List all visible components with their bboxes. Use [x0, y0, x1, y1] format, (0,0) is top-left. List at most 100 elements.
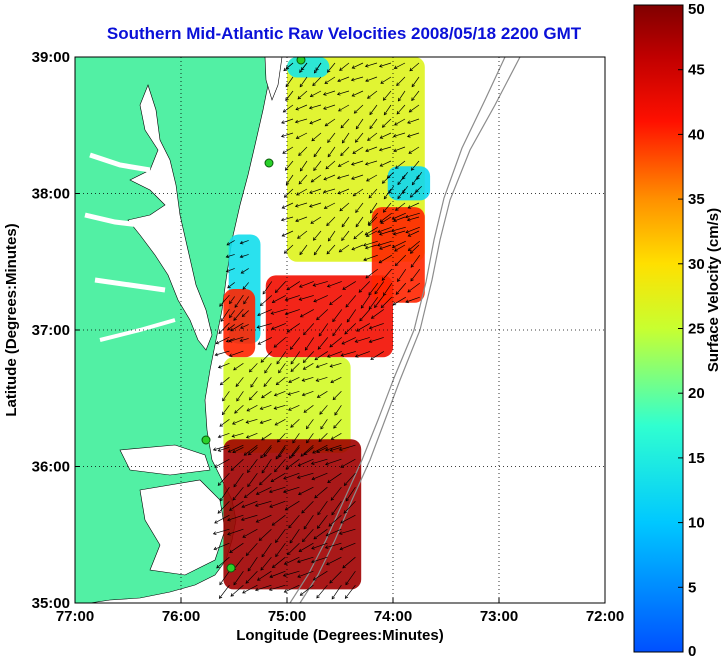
velocity-arrow [218, 362, 230, 368]
velocity-arrow [220, 308, 230, 322]
velocity-arrowhead [316, 394, 321, 398]
velocity-arrow [260, 404, 272, 410]
velocity-arrowhead [318, 332, 323, 337]
velocity-arrowhead [323, 205, 328, 210]
velocity-arrowhead [340, 353, 345, 357]
velocity-arrow [272, 295, 286, 303]
velocity-arrow [352, 146, 364, 154]
velocity-arrow [342, 132, 350, 144]
velocity-arrowhead [346, 318, 351, 323]
velocity-arrowhead [378, 147, 383, 152]
velocity-arrow [290, 351, 301, 365]
velocity-arrowhead [314, 494, 318, 499]
velocity-arrowhead [325, 461, 329, 466]
velocity-arrow [396, 76, 406, 86]
velocity-arrow [274, 418, 286, 426]
velocity-arrow [298, 146, 308, 156]
velocity-arrow [282, 146, 294, 154]
velocity-arrowhead [283, 561, 288, 565]
velocity-arrow [360, 295, 371, 309]
velocity-arrowhead [322, 92, 327, 96]
velocity-arrowhead [311, 476, 316, 481]
velocity-arrowhead [339, 67, 343, 71]
velocity-arrowhead [353, 235, 357, 240]
velocity-arrowhead [406, 217, 411, 222]
velocity-arrow [380, 132, 392, 139]
velocity-arrowhead [225, 268, 230, 273]
velocity-arrowhead [354, 339, 359, 343]
velocity-arrow [405, 296, 420, 303]
velocity-arrow [242, 584, 258, 594]
velocity-arrowhead [260, 454, 264, 459]
velocity-arrowhead [369, 209, 374, 214]
velocity-arrow [219, 570, 230, 585]
colorbar-tick-label: 0 [688, 643, 696, 659]
velocity-arrowhead [262, 290, 266, 295]
velocity-arrow [353, 188, 364, 197]
velocity-arrow [230, 322, 244, 332]
radar-site-marker [201, 435, 211, 445]
velocity-arrow [326, 556, 342, 565]
velocity-arrow [304, 337, 315, 351]
velocity-arrowhead [329, 364, 334, 368]
velocity-arrow [377, 226, 392, 233]
velocity-arrow [374, 295, 385, 308]
velocity-arrowhead [320, 425, 324, 430]
velocity-arrow [285, 62, 294, 70]
velocity-arrowhead [283, 250, 288, 254]
velocity-arrowhead [255, 519, 260, 523]
velocity-arrow [355, 132, 364, 143]
velocity-arrow [263, 377, 272, 387]
velocity-arrowhead [288, 524, 292, 529]
velocity-arrow [218, 322, 230, 334]
velocity-arrow [309, 188, 322, 194]
velocity-arrow [248, 447, 258, 456]
velocity-arrowhead [216, 564, 220, 569]
velocity-arrow [269, 584, 286, 591]
velocity-arrow [302, 390, 314, 396]
velocity-arrow [379, 230, 392, 235]
velocity-arrow [416, 172, 422, 180]
velocity-arrowhead [324, 80, 328, 84]
velocity-arrowhead [280, 134, 285, 138]
velocity-arrowhead [314, 356, 319, 361]
velocity-arrow [233, 308, 244, 321]
velocity-arrow [309, 104, 322, 109]
colorbar-tick-label: 5 [688, 579, 696, 596]
velocity-arrow [374, 281, 385, 295]
velocity-arrow [353, 230, 364, 240]
velocity-arrowhead [261, 469, 265, 474]
velocity-arrowhead [355, 209, 359, 213]
velocity-arrow [310, 216, 322, 224]
velocity-arrowhead [313, 167, 317, 171]
velocity-region [371, 207, 425, 303]
velocity-arrowhead [368, 194, 373, 199]
velocity-arrowhead [214, 352, 219, 357]
velocity-arrow [380, 160, 392, 167]
velocity-arrowhead [324, 122, 329, 127]
velocity-arrowhead [313, 251, 318, 256]
velocity-arrowhead [220, 318, 224, 322]
velocity-arrowhead [312, 450, 316, 454]
velocity-arrowhead [247, 451, 252, 456]
velocity-arrowhead [240, 325, 244, 329]
velocity-arrowhead [305, 425, 310, 430]
velocity-arrowhead [311, 546, 315, 550]
velocity-arrowhead [273, 344, 278, 348]
velocity-arrow [359, 309, 371, 322]
velocity-arrow [298, 486, 314, 495]
velocity-arrowhead [411, 181, 416, 186]
velocity-arrow [222, 405, 230, 415]
velocity-arrowhead [214, 520, 218, 524]
velocity-arrow [319, 405, 328, 415]
velocity-arrowhead [369, 125, 373, 130]
x-axis-label: Longitude (Degrees:Minutes) [236, 627, 444, 644]
velocity-arrowhead [358, 289, 363, 293]
velocity-arrow [355, 118, 364, 130]
velocity-arrow [285, 160, 294, 171]
velocity-arrowhead [263, 453, 268, 458]
velocity-arrowhead [298, 152, 302, 157]
velocity-vectors [212, 62, 422, 600]
velocity-arrow [344, 323, 357, 335]
